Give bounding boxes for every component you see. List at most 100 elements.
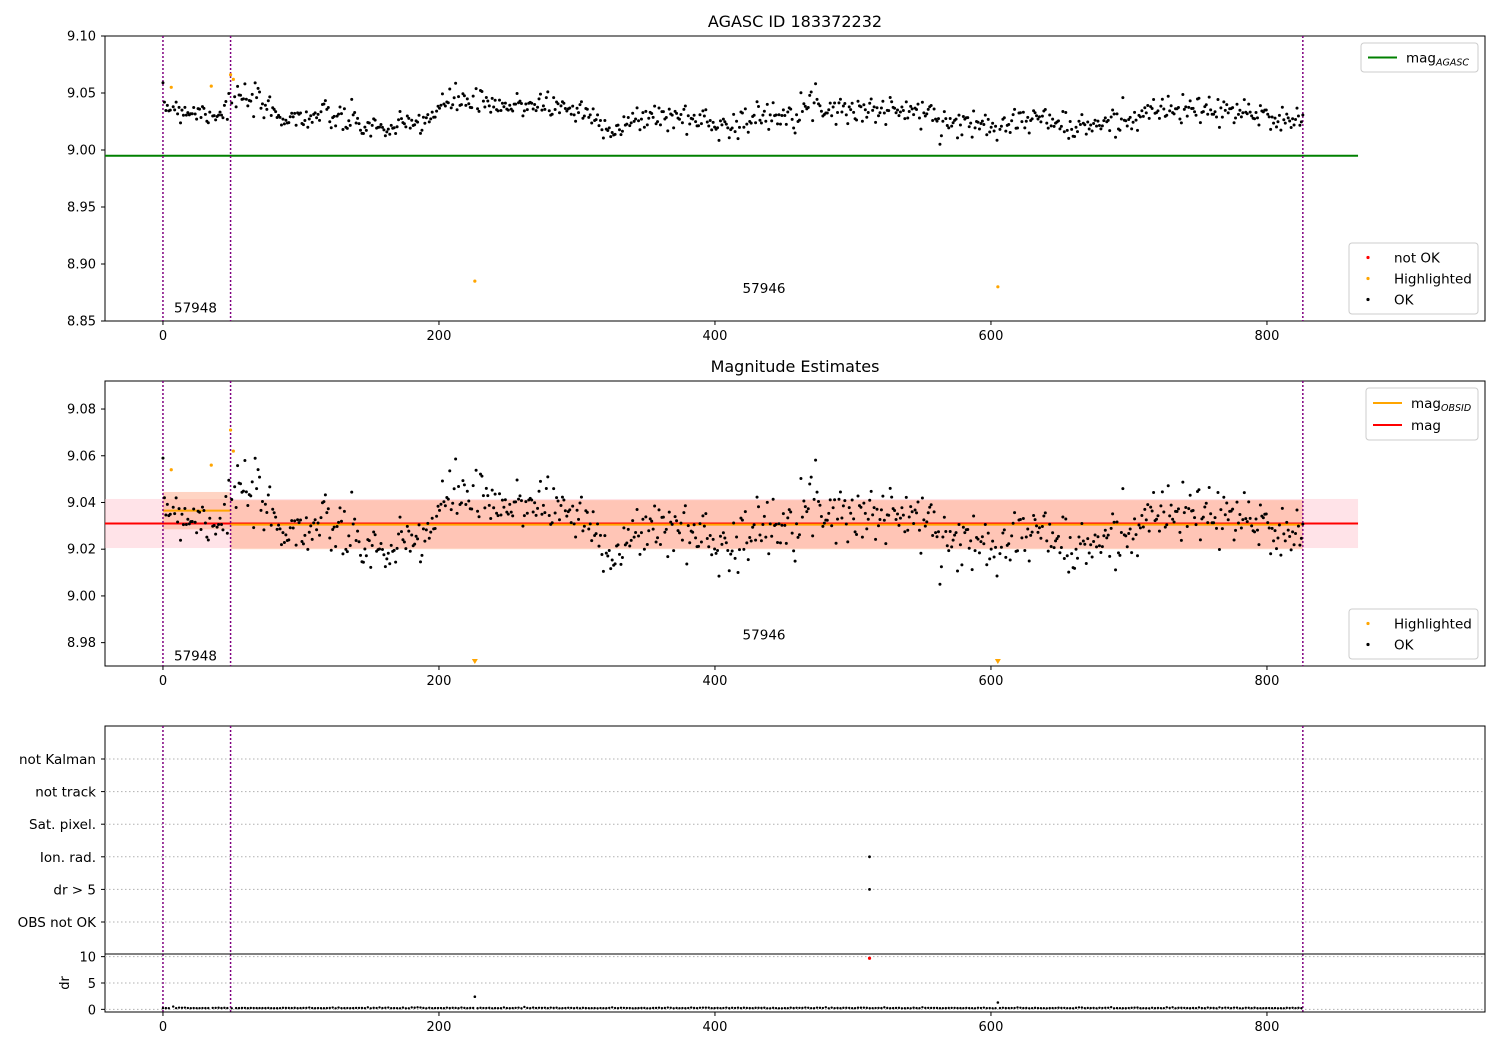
- ok-point: [423, 539, 427, 543]
- ok-point: [1115, 520, 1119, 524]
- dr-point: [1118, 1006, 1122, 1010]
- ok-point: [221, 528, 225, 532]
- panel2-lower-legend-label: Highlighted: [1394, 617, 1472, 633]
- dr-point: [1297, 1006, 1300, 1010]
- ok-point: [988, 557, 992, 561]
- ok-point: [1254, 517, 1258, 521]
- ok-point: [1035, 524, 1039, 528]
- dr-point: [204, 1006, 207, 1010]
- panel1-xtick-label: 800: [1255, 329, 1280, 344]
- dr-point: [357, 1006, 361, 1010]
- dr-point: [430, 1007, 434, 1010]
- ok-point: [790, 117, 794, 121]
- ok-point: [1152, 98, 1156, 102]
- ok-point: [243, 458, 247, 462]
- ok-point: [1106, 533, 1110, 537]
- ok-point: [192, 507, 196, 511]
- ok-point: [1040, 114, 1044, 118]
- ok-point: [1026, 115, 1030, 119]
- ok-point: [1068, 119, 1072, 123]
- ok-point: [1188, 99, 1192, 103]
- ok-point: [476, 509, 480, 513]
- dr-point: [281, 1006, 285, 1010]
- dr-point: [900, 1007, 904, 1010]
- ok-point: [1157, 529, 1161, 533]
- ok-point: [259, 106, 263, 110]
- ok-point: [1055, 537, 1059, 541]
- ok-point: [1234, 528, 1238, 532]
- dr-point: [654, 1006, 658, 1010]
- dr-point: [372, 1006, 375, 1010]
- ok-point: [967, 546, 971, 550]
- ok-point: [465, 97, 469, 101]
- dr-point: [1016, 1006, 1019, 1009]
- dr-point: [1051, 1006, 1054, 1010]
- ok-point: [764, 119, 768, 123]
- ok-point: [730, 549, 734, 553]
- ok-point: [616, 543, 620, 547]
- ok-point: [1099, 551, 1103, 555]
- ok-point: [634, 530, 638, 534]
- ok-point: [525, 108, 529, 112]
- dr-point: [701, 1006, 705, 1009]
- ok-point: [784, 541, 788, 545]
- ok-point: [745, 122, 749, 126]
- dr-xtick-label: 400: [703, 1020, 728, 1035]
- ok-point: [950, 545, 954, 549]
- ok-point: [418, 131, 422, 135]
- ok-point: [353, 111, 357, 115]
- ok-point: [1016, 549, 1020, 553]
- ok-point: [299, 518, 303, 522]
- ok-point: [202, 509, 206, 513]
- dr-point: [172, 1005, 175, 1008]
- ok-point: [1147, 116, 1151, 120]
- dr-point: [425, 1007, 428, 1010]
- ok-point: [1266, 112, 1270, 116]
- ok-point: [215, 525, 219, 529]
- dr-point: [546, 1007, 549, 1010]
- ok-point: [310, 537, 314, 541]
- ok-point: [356, 529, 360, 533]
- ok-point: [225, 531, 229, 535]
- ok-point: [723, 536, 727, 540]
- dr-point: [968, 1006, 971, 1010]
- ok-point: [467, 102, 471, 106]
- ok-point: [859, 105, 863, 109]
- ok-point: [1134, 118, 1138, 122]
- ok-point: [1100, 124, 1104, 128]
- ok-point: [312, 521, 316, 525]
- dr-point: [710, 1006, 713, 1010]
- ok-point: [518, 99, 522, 103]
- dr-point: [490, 1007, 494, 1010]
- dr-ytick-label: 0: [88, 1003, 96, 1018]
- ok-point: [161, 456, 165, 460]
- ok-point: [236, 464, 240, 468]
- ok-point: [543, 107, 547, 111]
- ok-point: [781, 512, 785, 516]
- ok-point: [786, 110, 790, 114]
- ok-point: [960, 133, 964, 137]
- ok-point: [385, 130, 389, 134]
- ok-point: [657, 106, 661, 110]
- ok-point: [863, 511, 867, 515]
- ok-point: [828, 101, 832, 105]
- ok-point: [571, 104, 575, 108]
- ok-point: [525, 511, 529, 515]
- ok-point: [718, 534, 722, 538]
- ok-point: [1244, 517, 1248, 521]
- ok-point: [499, 513, 503, 517]
- ok-point: [1184, 105, 1188, 109]
- ok-point: [994, 545, 998, 549]
- ok-point: [496, 109, 500, 113]
- ok-point: [394, 560, 398, 564]
- ok-point: [983, 113, 987, 117]
- ok-point: [423, 121, 427, 125]
- ok-point: [1035, 114, 1039, 118]
- ok-point: [1272, 539, 1276, 543]
- ok-point: [1058, 127, 1062, 131]
- ok-point: [777, 522, 781, 526]
- dr-point: [865, 1006, 868, 1010]
- highlighted-point: [169, 85, 173, 89]
- dr-point: [763, 1006, 766, 1009]
- dr-point: [818, 1006, 822, 1010]
